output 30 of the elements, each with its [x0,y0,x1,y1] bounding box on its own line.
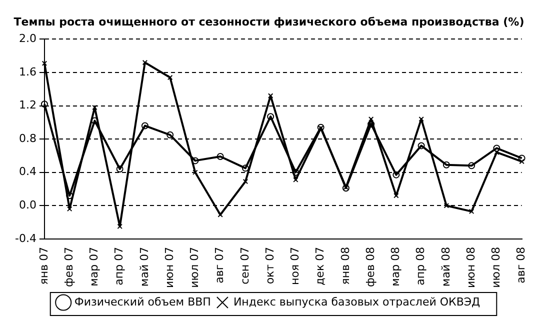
x-tick-label: авг 07 [213,246,226,284]
x-tick-label: июл 08 [490,246,503,288]
x-tick-label: апр 07 [112,246,126,286]
y-tick-label: 1.6 [18,65,36,78]
x-tick-label: сен 07 [238,246,252,284]
y-tick-label: 0.4 [18,165,36,178]
y-tick-label: 2.0 [18,32,36,46]
x-tick-label: фев 08 [364,246,377,288]
x-tick-label: авг 08 [514,246,528,284]
legend-label: Физический объем ВВП [74,295,211,308]
x-tick-label: май 07 [138,246,151,287]
x-tick-label: май 08 [439,246,452,287]
x-tick-label: мар 07 [88,246,101,286]
x-tick-label: янв 08 [338,246,352,285]
legend-label: Индекс выпуска базовых отраслей ОКВЭД [233,295,481,308]
x-tick-label: мар 08 [389,246,402,286]
y-tick-label: -0.4 [14,232,36,245]
y-tick-label: 0.0 [18,198,36,212]
x-tick-label: фев 07 [62,246,76,288]
x-tick-label: июн 08 [464,246,478,288]
x-tick-label: июл 07 [188,246,202,288]
x-tick-label: апр 08 [414,246,428,286]
x-tick-label: ноя 07 [288,246,302,285]
x-tick-label: июн 07 [162,246,176,288]
y-tick-label: 1.2 [18,98,36,112]
y-tick-label: 0.8 [18,132,36,145]
x-tick-label: окт 07 [263,246,276,284]
x-tick-label: янв 07 [37,246,50,285]
chart-title: Темпы роста очищенного от сезонности физического объема производства (%) [14,15,524,28]
x-tick-label: дек 07 [314,246,327,286]
